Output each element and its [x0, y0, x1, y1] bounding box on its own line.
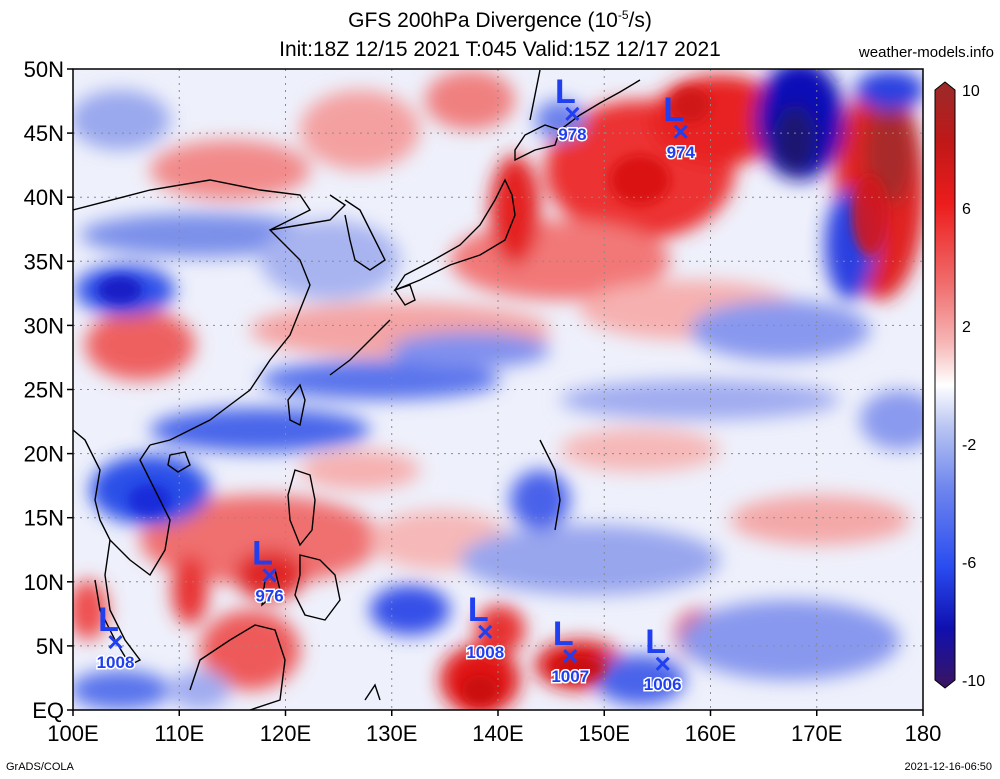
low-marker: L 1007: [550, 615, 591, 688]
lat-tick-label: 30N: [24, 313, 64, 338]
low-center-icon: [673, 124, 688, 139]
title-exponent: -5: [617, 8, 629, 22]
colorbar-label: -10: [962, 673, 985, 690]
low-pressure-value: 974: [667, 143, 696, 162]
title-unit: /s): [628, 9, 652, 32]
lon-tick-label: 110E: [154, 721, 204, 746]
low-marker: L 978: [555, 73, 588, 145]
title-main: GFS 200hPa Divergence (10: [348, 9, 618, 32]
chart-title: GFS 200hPa Divergence (10-5/s): [0, 8, 1000, 33]
low-marker: L 1006: [642, 623, 683, 696]
lon-tick-label: 130E: [366, 721, 417, 746]
low-pressure-value: 1006: [644, 675, 682, 694]
colorbar: 10 6 2 -2 -6 -10: [934, 81, 985, 690]
colorbar-label: 10: [962, 83, 980, 100]
low-center-icon: [565, 106, 580, 121]
lat-tick-label: 40N: [24, 185, 64, 210]
lon-tick-label: 180: [905, 721, 942, 746]
low-marker: L 976: [252, 534, 285, 607]
lat-tick-label: 50N: [24, 57, 64, 82]
low-center-icon: [563, 649, 578, 664]
timestamp: 2021-12-16-06:50: [904, 761, 992, 773]
lat-tick-label: 25N: [24, 378, 64, 403]
low-letter: L: [663, 91, 684, 129]
low-pressure-markers: L 978 L 974 L 976 L 1008 L 1008 L 1007 L 1006: [95, 73, 697, 696]
low-letter: L: [553, 615, 574, 653]
lat-tick-label: 35N: [24, 249, 64, 274]
low-marker: L 974: [663, 91, 697, 163]
low-letter: L: [555, 73, 576, 111]
grads-credit: GrADS/COLA: [6, 761, 74, 773]
low-pressure-value: 978: [558, 125, 586, 144]
chart-subtitle: Init:18Z 12/15 2021 T:045 Valid:15Z 12/1…: [279, 38, 721, 61]
lon-tick-label: 170E: [791, 721, 842, 746]
low-center-icon: [655, 656, 670, 671]
map-grid: [73, 69, 923, 710]
low-pressure-value: 976: [255, 586, 283, 605]
low-marker: L 1008: [465, 591, 506, 664]
lat-tick-label: 20N: [24, 442, 64, 467]
lon-tick-label: 100E: [47, 721, 98, 746]
low-center-icon: [478, 624, 493, 639]
lat-tick-label: 15N: [24, 506, 64, 531]
colorbar-label: 6: [962, 201, 971, 218]
colorbar-bar: [934, 81, 956, 689]
colorbar-label: -2: [962, 437, 976, 454]
lon-tick-label: 140E: [472, 721, 523, 746]
low-center-icon: [262, 568, 277, 583]
colorbar-labels: 10 6 2 -2 -6 -10: [962, 83, 985, 690]
low-pressure-value: 1008: [97, 653, 135, 672]
low-letter: L: [98, 601, 119, 639]
low-pressure-value: 1007: [551, 667, 589, 686]
low-letter: L: [645, 623, 666, 661]
low-marker: L 1008: [95, 601, 136, 674]
divergence-field: [73, 69, 923, 710]
low-center-icon: [108, 634, 123, 650]
colorbar-label: -6: [962, 555, 976, 572]
low-letter: L: [252, 534, 273, 572]
lat-tick-label: 10N: [24, 570, 64, 595]
lon-tick-label: 160E: [685, 721, 736, 746]
lon-tick-label: 150E: [579, 721, 630, 746]
low-letter: L: [468, 591, 489, 629]
site-label: weather-models.info: [858, 44, 994, 61]
lat-tick-label: 45N: [24, 121, 64, 146]
lat-tick-label: EQ: [32, 698, 64, 723]
low-pressure-value: 1008: [466, 643, 504, 662]
lat-tick-label: 5N: [36, 634, 64, 659]
colorbar-label: 2: [962, 319, 971, 336]
coastlines: [73, 69, 641, 710]
lon-tick-label: 120E: [260, 721, 311, 746]
